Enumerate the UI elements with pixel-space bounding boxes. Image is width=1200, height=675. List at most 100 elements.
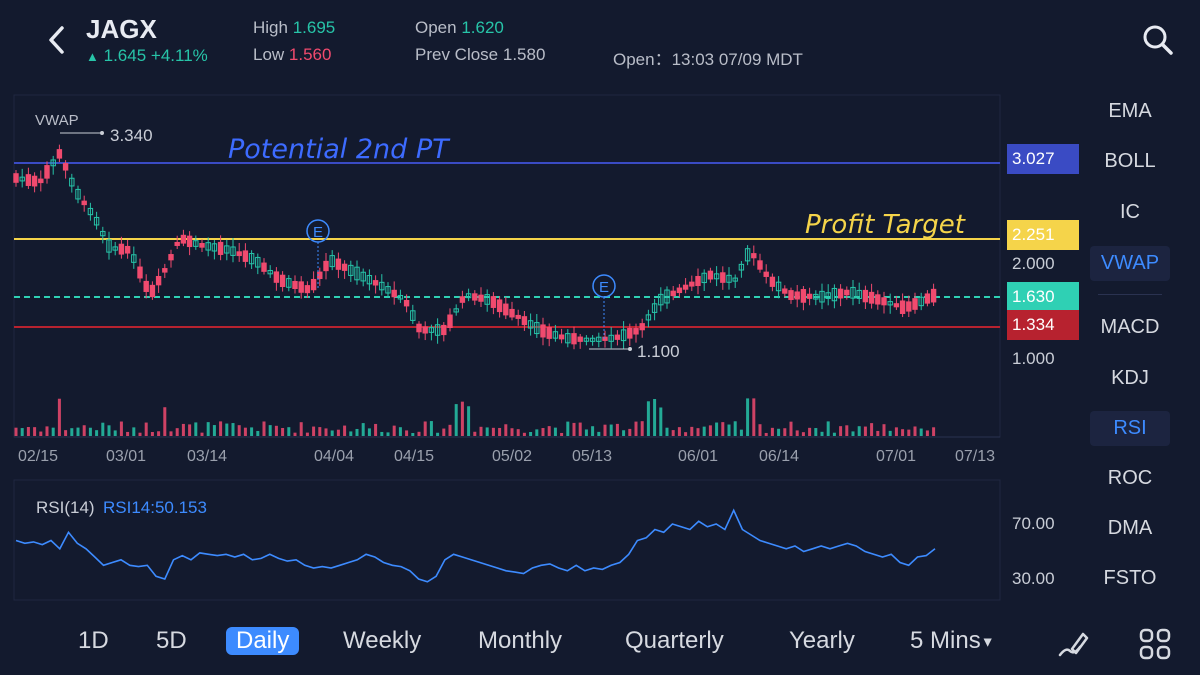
price-tag-3027: 3.027 — [1007, 144, 1079, 174]
low-marker-value: 1.100 — [637, 342, 680, 361]
volume-bar — [553, 427, 557, 436]
indicator-ic[interactable]: IC — [1120, 201, 1140, 223]
candle-body — [428, 327, 435, 333]
indicator-fsto[interactable]: FSTO — [1103, 567, 1157, 589]
volume-bar — [603, 424, 607, 436]
draw-icon[interactable] — [1056, 627, 1090, 661]
candle-body — [304, 285, 311, 294]
timeframe-weekly[interactable]: Weekly — [343, 627, 422, 654]
candle-body — [509, 308, 515, 318]
date-label: 02/15 — [18, 448, 59, 465]
volume-bar — [727, 424, 731, 436]
volume-bar — [876, 430, 880, 436]
candle-body — [484, 294, 490, 305]
timeframe-5d[interactable]: 5D — [156, 627, 187, 654]
earnings-marker-1-text: E — [313, 224, 323, 241]
candle-body — [682, 284, 689, 290]
volume-bar — [715, 422, 719, 436]
indicator-macd[interactable]: MACD — [1100, 316, 1160, 338]
rsi-level-70: 70.00 — [1012, 514, 1055, 533]
candle-body — [341, 263, 348, 271]
current-price: 1.645 — [103, 46, 147, 65]
volume-bar — [138, 432, 142, 436]
candle-body — [81, 200, 87, 206]
volume-bar — [591, 426, 595, 436]
timeframe-1d[interactable]: 1D — [78, 627, 109, 654]
volume-bar — [758, 424, 762, 436]
annotation-profit-target: Profit Target — [805, 210, 965, 240]
candle-body — [106, 239, 112, 253]
candle-body — [410, 310, 416, 321]
candle-body — [875, 294, 881, 305]
candle-body — [627, 327, 633, 339]
volume-bar — [783, 428, 787, 436]
volume-bar — [411, 432, 415, 436]
candle-body — [775, 281, 782, 292]
candle-body — [664, 289, 670, 304]
indicator-kdj[interactable]: KDJ — [1111, 367, 1149, 389]
volume-bar — [20, 428, 24, 436]
grid-icon[interactable] — [1138, 627, 1172, 661]
volume-bar — [640, 421, 644, 436]
indicator-dma[interactable]: DMA — [1107, 517, 1153, 539]
timeframe-yearly[interactable]: Yearly — [789, 627, 855, 654]
indicator-ema[interactable]: EMA — [1108, 100, 1152, 122]
volume-bar — [498, 427, 502, 436]
candle-body — [459, 296, 466, 303]
candle-body — [230, 246, 236, 256]
candle-body — [199, 242, 205, 248]
search-icon[interactable] — [1140, 22, 1176, 58]
volume-bar — [250, 427, 254, 436]
candle-body — [422, 326, 428, 334]
candle-body — [453, 308, 459, 313]
candle-body — [707, 270, 714, 280]
candle-body — [385, 286, 391, 294]
volume-bar — [646, 401, 650, 436]
candle-body — [416, 323, 422, 333]
indicator-vwap[interactable]: VWAP — [1090, 246, 1170, 281]
main-chart-area[interactable]: E E VWAP 3.340 1.100 Potential 2nd PT Pr… — [0, 90, 1085, 610]
prev-close-stat: Prev Close 1.580 — [415, 45, 545, 65]
volume-bar — [702, 426, 706, 436]
candle-body — [825, 292, 831, 300]
timeframe-monthly[interactable]: Monthly — [478, 627, 563, 654]
volume-bar — [361, 423, 365, 436]
candle-body — [769, 276, 776, 287]
candle-body — [701, 272, 707, 284]
indicator-boll[interactable]: BOLL — [1104, 150, 1156, 172]
volume-bar — [473, 431, 477, 436]
timeframe-quarterly[interactable]: Quarterly — [625, 627, 724, 654]
ticker-symbol: JAGX — [86, 14, 157, 44]
candle-body — [645, 314, 652, 321]
volume-bar — [386, 432, 390, 436]
timeframe-daily[interactable]: Daily — [226, 627, 300, 655]
candle-body — [534, 322, 540, 335]
header: JAGX ▲ 1.645 +4.11% High 1.695 Low 1.560… — [0, 0, 1200, 90]
volume-bar — [857, 426, 861, 436]
indicator-rsi[interactable]: RSI — [1090, 411, 1170, 446]
timeframe-5-mins[interactable]: 5 Mins▼ — [910, 627, 995, 655]
candle-body — [589, 337, 596, 342]
back-icon[interactable] — [42, 22, 74, 58]
volume-bar — [243, 427, 247, 436]
high-stat: High 1.695 — [253, 18, 335, 38]
volume-bar — [101, 422, 105, 436]
volume-bar — [708, 425, 712, 436]
candle-body — [366, 275, 373, 285]
volume-bar — [535, 429, 539, 436]
vwap-high-value: 3.340 — [110, 126, 153, 145]
volume-bar — [39, 431, 43, 436]
candle-body — [248, 253, 255, 265]
volume-bar — [150, 432, 154, 436]
candlestick-chart[interactable]: E E — [0, 90, 1085, 610]
prev-close-value: 1.580 — [502, 45, 546, 64]
candle-body — [261, 262, 267, 272]
volume-bar — [107, 425, 111, 436]
volume-bar — [814, 428, 818, 436]
date-label: 04/04 — [314, 448, 355, 465]
candle-body — [800, 289, 807, 303]
candle-body — [379, 281, 385, 291]
candle-body — [273, 271, 280, 283]
candle-body — [651, 303, 658, 313]
indicator-roc[interactable]: ROC — [1107, 467, 1153, 489]
